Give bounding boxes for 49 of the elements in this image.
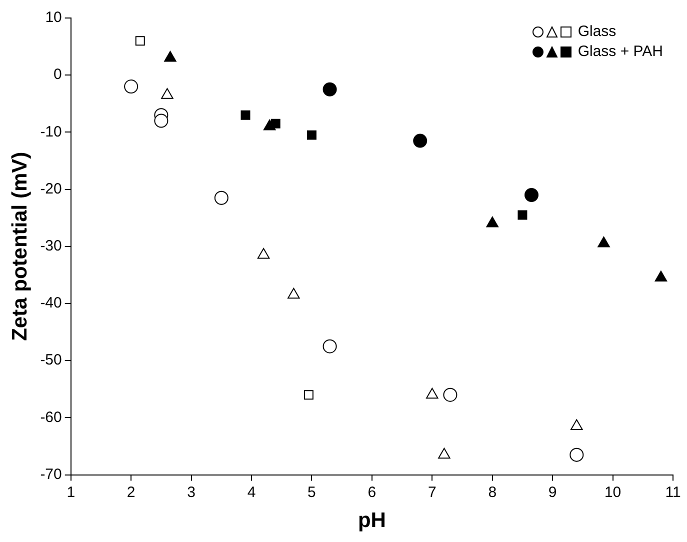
y-axis-title: Zeta potential (mV) xyxy=(8,152,32,341)
point xyxy=(438,448,450,459)
x-axis-title: pH xyxy=(358,509,386,532)
y-tick-label: -30 xyxy=(40,238,62,255)
legend-label: Glass xyxy=(578,22,616,42)
point xyxy=(214,190,228,205)
x-tick-label: 7 xyxy=(428,484,436,501)
point xyxy=(570,448,584,462)
point xyxy=(288,288,300,299)
x-tick-label: 8 xyxy=(488,484,497,501)
point xyxy=(518,210,528,220)
point xyxy=(322,339,337,354)
point xyxy=(443,388,458,402)
x-tick-label: 9 xyxy=(548,484,557,501)
y-tick-label: 0 xyxy=(54,66,62,84)
y-tick-label: -20 xyxy=(40,180,62,198)
point xyxy=(161,88,174,99)
point xyxy=(164,50,176,62)
point xyxy=(306,130,316,140)
point xyxy=(124,80,138,94)
x-tick-label: 4 xyxy=(247,484,256,501)
point xyxy=(135,36,145,46)
x-tick-label: 5 xyxy=(308,484,316,501)
point xyxy=(413,134,428,148)
x-tick-label: 11 xyxy=(665,484,681,501)
x-tick-label: 6 xyxy=(368,484,376,501)
x-tick-label: 2 xyxy=(126,484,136,501)
x-tick-label: 10 xyxy=(604,484,622,501)
y-tick-label: -50 xyxy=(40,352,62,369)
point xyxy=(304,390,314,400)
point xyxy=(570,419,583,430)
legend-label: Glass + PAH xyxy=(578,42,663,62)
point xyxy=(486,216,498,228)
y-tick-label: -70 xyxy=(40,466,62,483)
point xyxy=(154,114,168,128)
x-tick-label: 3 xyxy=(187,484,196,501)
y-tick-label: -10 xyxy=(40,123,62,140)
point xyxy=(240,110,250,120)
x-tick-label: 1 xyxy=(66,484,76,501)
point xyxy=(263,119,276,130)
point xyxy=(598,236,610,248)
point xyxy=(322,82,337,96)
y-tick-label: -40 xyxy=(40,294,62,312)
point xyxy=(524,188,538,202)
point xyxy=(426,388,438,399)
y-tick-label: -60 xyxy=(40,408,62,426)
point xyxy=(257,248,270,259)
point xyxy=(654,270,668,282)
y-tick-label: 10 xyxy=(45,9,62,26)
